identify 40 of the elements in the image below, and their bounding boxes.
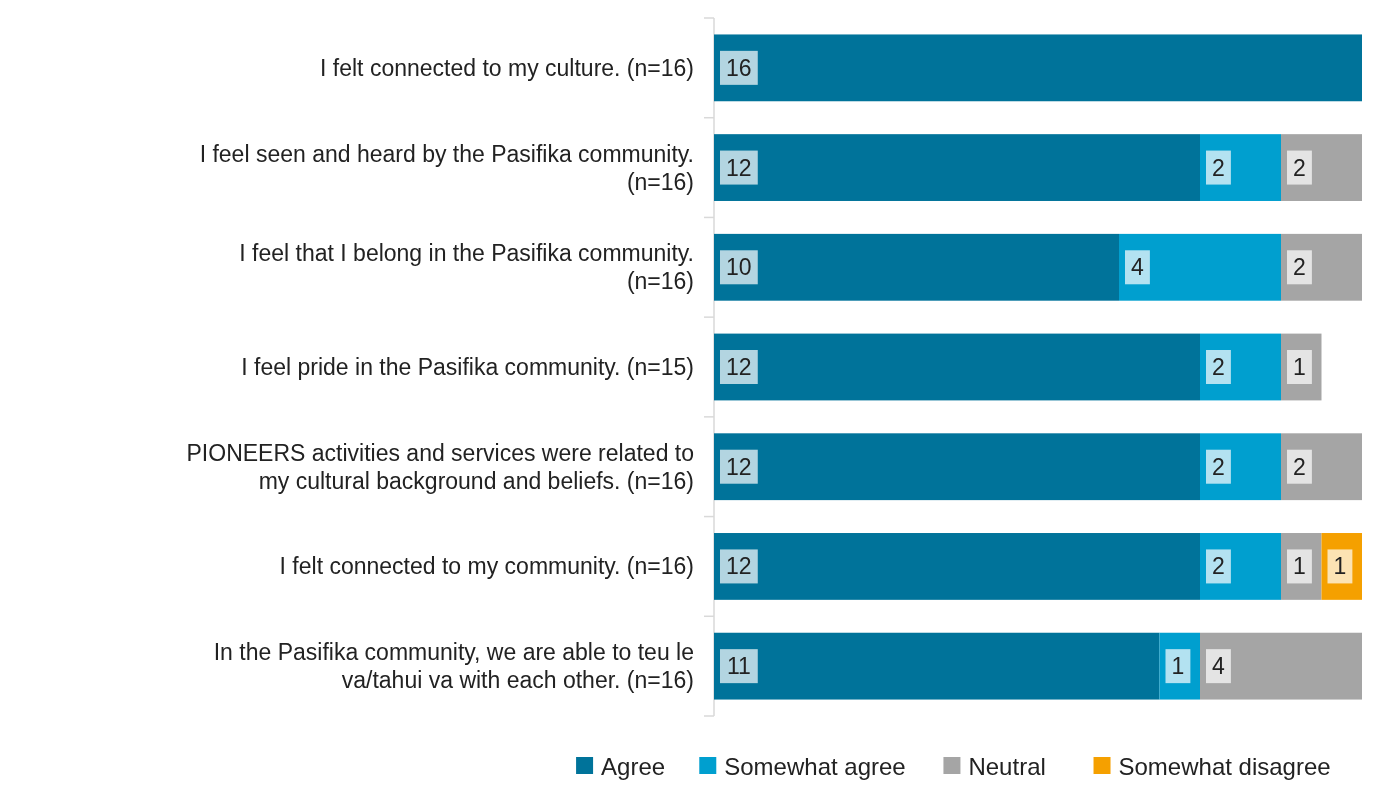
bar xyxy=(714,134,1200,201)
data-label: 12 xyxy=(726,154,752,181)
y-tick-label: I feel pride in the Pasifika community. (n=15) xyxy=(241,354,694,380)
legend-label: Somewhat agree xyxy=(724,752,906,780)
data-label: 2 xyxy=(1293,154,1306,181)
bar xyxy=(714,333,1200,401)
data-label: 11 xyxy=(726,653,751,680)
bar xyxy=(714,533,1200,600)
bar xyxy=(1119,233,1281,301)
data-label: 4 xyxy=(1131,254,1145,281)
data-label: 16 xyxy=(726,54,752,81)
legend-label: Agree xyxy=(601,752,666,780)
data-label: 2 xyxy=(1212,553,1225,580)
data-label: 2 xyxy=(1212,154,1225,181)
data-label: 12 xyxy=(726,453,752,480)
y-tick-label: I felt connected to my culture. (n=16) xyxy=(320,54,694,81)
data-label: 2 xyxy=(1293,254,1306,281)
data-label: 2 xyxy=(1212,354,1225,380)
legend-label: Somewhat disagree xyxy=(1118,752,1331,780)
data-label: 1 xyxy=(1333,553,1347,580)
data-label: 10 xyxy=(726,254,752,281)
bar xyxy=(1200,632,1362,700)
bar xyxy=(714,433,1200,501)
y-tick-label: PIONEERS activities and services were related to my cultural background and beliefs. (n=16) xyxy=(186,439,694,494)
bar xyxy=(714,632,1160,700)
data-label: 1 xyxy=(1293,553,1306,580)
data-label: 1 xyxy=(1293,354,1306,380)
data-label: 12 xyxy=(726,553,752,580)
bar xyxy=(714,233,1119,301)
bar xyxy=(714,34,1362,102)
data-label: 12 xyxy=(726,354,752,380)
data-label: 2 xyxy=(1212,453,1225,480)
data-label: 4 xyxy=(1212,653,1226,680)
y-tick-label: I feel that I belong in the Pasifika community. (n=16) xyxy=(239,240,694,295)
y-tick-label: In the Pasifika community, we are able to teu le va/tahui va with each other. (n=16) xyxy=(213,639,694,694)
data-label: 1 xyxy=(1171,653,1185,680)
data-label: 2 xyxy=(1293,453,1306,480)
y-tick-label: I felt connected to my community. (n=16) xyxy=(279,553,694,580)
legend-label: Neutral xyxy=(968,752,1046,780)
y-tick-label: I feel seen and heard by the Pasifika community. (n=16) xyxy=(199,140,694,195)
